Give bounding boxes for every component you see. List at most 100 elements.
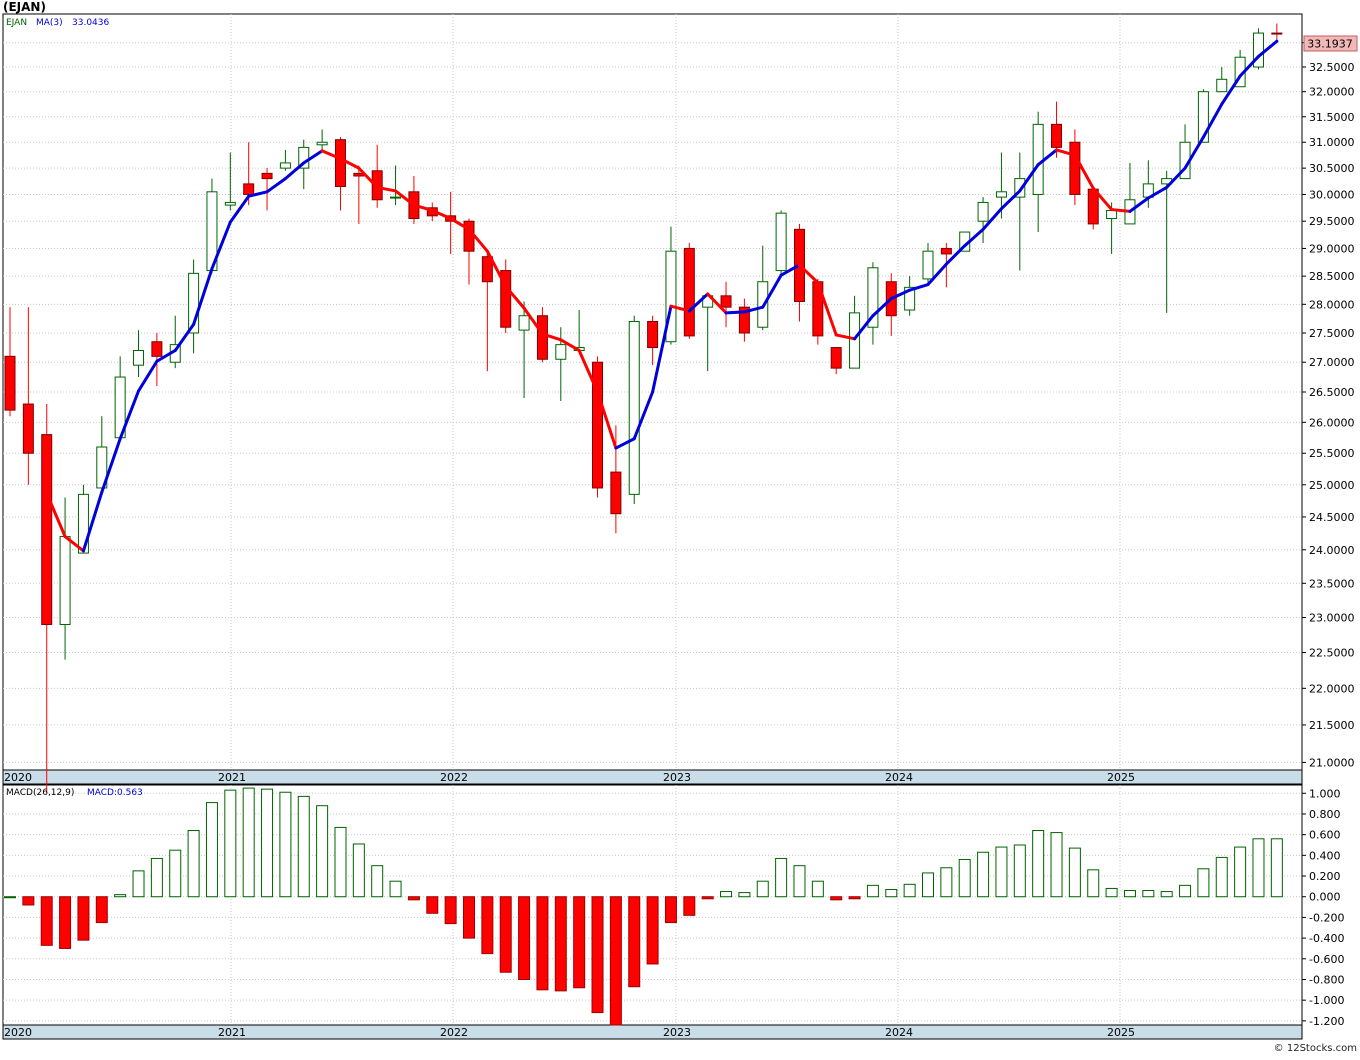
candle [683,242,695,339]
macd-bar [536,896,549,991]
price-legend-ticker: EJAN [6,18,27,28]
candle [1197,89,1209,143]
macd-bar [958,858,971,898]
price-tick-label: 21.0000 [1309,756,1355,769]
ma-segment [706,292,728,315]
candle-body [1252,32,1264,68]
ma-segment [1183,135,1205,170]
candle-body [647,320,659,349]
candle-body [665,250,677,343]
macd-bar [371,865,384,898]
ma-segment [871,297,893,318]
ma-segment [1091,186,1114,212]
macd-bar [756,880,769,898]
candle [647,315,659,366]
macd-bar [518,896,531,980]
ma-segment [155,348,177,363]
candle [500,259,512,334]
price-tick-label: 27.0000 [1309,356,1355,369]
macd-bar [132,870,145,898]
ma-segment [1201,102,1224,139]
candle-body [867,267,879,328]
candle [151,333,163,386]
price-tick-label: 31.0000 [1309,136,1355,149]
ma-segment [540,332,563,342]
candle-body [904,286,916,311]
candle-body [1271,32,1283,35]
ma-segment [192,267,214,326]
macd-bar [1252,838,1265,898]
macd-bar [940,867,953,898]
ma-segment [1073,153,1095,190]
ma-segment [908,283,930,292]
candle [904,276,916,316]
macd-bar [977,851,990,898]
ma-segment [137,359,159,393]
price-tick-label: 30.5000 [1309,162,1355,175]
macd-bar [1050,832,1063,898]
macd-year-label: 2020 [4,1026,32,1039]
price-tick-label: 26.5000 [1309,386,1355,399]
candle [977,197,989,243]
macd-bar [59,896,72,949]
ma-segment [1256,39,1279,58]
ma-segment [173,322,196,352]
price-tick-label: 29.0000 [1309,242,1355,255]
candle-body [922,250,934,280]
ma-segment [394,189,416,207]
ma-segment [999,189,1022,211]
price-tick-label: 22.0000 [1309,682,1355,695]
macd-year-label: 2022 [440,1026,468,1039]
candle [775,210,787,274]
macd-bar [995,846,1008,898]
macd-bar [1032,830,1045,898]
candle-body [830,347,842,369]
candle-body [592,361,604,489]
macd-tick-label: -0.800 [1309,973,1344,986]
macd-tick-label: -0.400 [1309,932,1344,945]
ma-segment [651,304,673,394]
ma-segment [467,227,489,253]
price-tick-label: 21.5000 [1309,719,1355,732]
ma-segment [853,314,875,341]
candle-body [977,201,989,222]
ma-segment [375,185,398,193]
price-year-label: 2024 [885,771,913,784]
macd-tick-label: -1.200 [1309,1015,1344,1028]
ma-segment [761,273,783,309]
ma-segment [81,490,104,553]
price-tick-label: 25.5000 [1309,447,1355,460]
candle-body [316,141,328,146]
ma-segment [357,166,379,189]
candle [4,307,16,417]
price-tick-label: 22.5000 [1309,647,1355,660]
candle-body [22,403,34,454]
macd-bar [40,896,53,946]
macd-bar [426,896,439,914]
macd-bar [224,789,237,898]
macd-tick-label: 0.200 [1309,870,1341,883]
price-tick-label: 23.0000 [1309,612,1355,625]
candle [867,262,879,345]
macd-date-axis-band [2,1024,1303,1040]
macd-tick-label: 0.000 [1309,891,1341,904]
macd-bar [481,896,494,955]
candle [738,298,750,342]
macd-bar [242,787,255,898]
ma-segment [1238,54,1260,78]
macd-grid [3,785,1302,1025]
macd-bar [1234,846,1247,898]
candle-body [298,146,310,169]
macd-tick-label: -0.600 [1309,953,1344,966]
candle-body [224,201,236,206]
price-tick-label: 24.0000 [1309,544,1355,557]
price-tick-label: 28.5000 [1309,270,1355,283]
price-date-axis-band [2,769,1303,785]
ma-segment [1018,163,1040,193]
candle [1216,67,1228,93]
macd-bar [720,891,733,898]
price-tick-label: 32.5000 [1309,61,1355,74]
macd-bar [646,896,659,965]
candle-body [536,315,548,360]
candle-body [334,139,346,188]
